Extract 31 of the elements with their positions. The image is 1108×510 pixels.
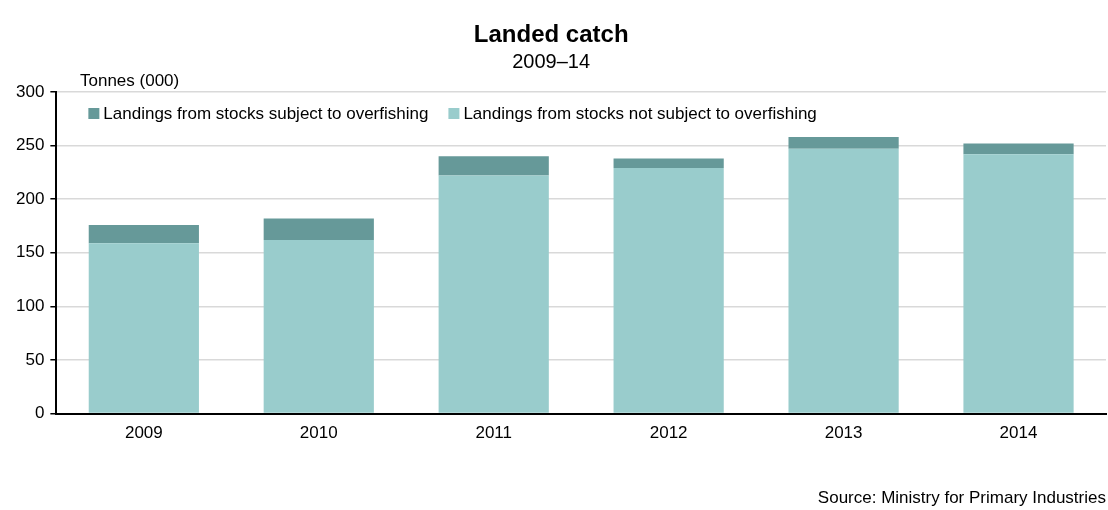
chart-subtitle: 2009–14 xyxy=(512,50,591,72)
chart-title: Landed catch xyxy=(473,20,629,47)
bar xyxy=(438,175,549,413)
bar xyxy=(613,168,724,413)
y-tick-label: 0 xyxy=(34,403,45,423)
legend-label: Landings from stocks subject to overfishing xyxy=(103,103,429,123)
y-tick-label: 200 xyxy=(15,188,45,208)
y-tick-label: 150 xyxy=(15,242,45,262)
y-axis-title: Tonnes (000) xyxy=(80,71,180,90)
bar xyxy=(613,158,724,169)
bar xyxy=(263,239,374,413)
bar xyxy=(788,148,899,413)
y-tick-label: 300 xyxy=(15,81,45,101)
source-note: Source: Ministry for Primary Industries xyxy=(817,488,1106,507)
x-tick-label: 2011 xyxy=(475,423,512,443)
bar xyxy=(88,224,199,244)
y-tick-label: 100 xyxy=(15,296,45,316)
y-tick-label: 50 xyxy=(25,349,45,369)
bar xyxy=(88,243,199,413)
x-tick-label: 2010 xyxy=(299,423,338,443)
bar xyxy=(438,156,549,176)
bar xyxy=(963,143,1074,155)
y-tick-label: 250 xyxy=(15,135,45,155)
x-tick-label: 2012 xyxy=(649,423,688,443)
x-tick-label: 2013 xyxy=(824,423,863,443)
x-tick-label: 2009 xyxy=(124,423,163,443)
bar xyxy=(963,154,1074,413)
legend-label: Landings from stocks not subject to overfishing xyxy=(463,103,817,123)
x-tick-label: 2014 xyxy=(999,423,1038,443)
bar xyxy=(788,137,899,149)
bar xyxy=(263,218,374,240)
